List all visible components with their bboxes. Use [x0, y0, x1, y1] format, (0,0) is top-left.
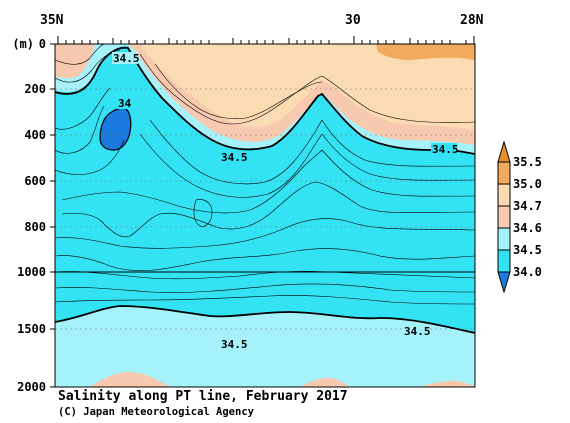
legend-label: 34.0: [513, 265, 542, 279]
chart-title: Salinity along PT line, February 2017: [58, 389, 348, 404]
x-tick-label-28n: 28N: [460, 13, 484, 28]
band-35.0-35.5: [376, 44, 475, 60]
legend-label: 35.5: [513, 155, 542, 169]
top-ticks: [57, 36, 475, 44]
legend-swatch-35.0-35.5: [497, 161, 511, 185]
legend-swatch-34.6-34.7: [497, 205, 511, 229]
thick-contours-34.5: [55, 46, 475, 334]
contour-label: 34.5: [404, 325, 431, 338]
contour-label: 34.5: [221, 338, 248, 351]
y-tick-label: 200: [24, 82, 46, 96]
legend-swatch-34.5-34.6: [497, 227, 511, 251]
band-34.7-35.0: [55, 44, 475, 130]
y-tick-label: 1000: [17, 265, 46, 279]
y-label-unit: (m): [12, 37, 34, 51]
legend-swatch-34.0-34.5: [497, 249, 511, 273]
chart-credit: (C) Japan Meteorological Agency: [58, 406, 254, 418]
x-tick-label-35n: 35N: [40, 13, 64, 28]
y-tick-label: 800: [24, 220, 46, 234]
colorbar-legend: [497, 140, 511, 294]
y-tick-label: 0: [39, 37, 46, 51]
legend-swatch-below-34.0: [497, 271, 511, 294]
y-tick-label: 600: [24, 174, 46, 188]
legend-label: 35.0: [513, 177, 542, 191]
contour-label: 34.5: [221, 151, 248, 164]
bottom-bump-mid: [300, 377, 350, 387]
contour-labels: 34.5 34 34.5 34.5 34.5 34.5: [112, 52, 459, 351]
band-34.6-left: [55, 44, 95, 79]
bottom-bump-right: [420, 380, 475, 387]
y-tick-label: 2000: [17, 380, 46, 394]
y-ticks: [50, 43, 55, 388]
bottom-bump-left: [90, 372, 170, 387]
legend-label: 34.7: [513, 199, 542, 213]
x-tick-label-30: 30: [345, 13, 361, 28]
y-tick-label: 1500: [17, 322, 46, 336]
contour-label: 34.5: [113, 52, 140, 65]
y-tick-label: 400: [24, 128, 46, 142]
legend-swatch-34.7-35.0: [497, 183, 511, 207]
band-34.0-34.5: [55, 45, 475, 333]
legend-label: 34.5: [513, 243, 542, 257]
contour-label: 34: [118, 97, 132, 110]
contour-label: 34.5: [432, 143, 459, 156]
legend-swatch-above-35.5: [497, 140, 511, 163]
plot-area: [55, 44, 475, 387]
thin-contours: [55, 44, 475, 305]
legend-label: 34.6: [513, 221, 542, 235]
